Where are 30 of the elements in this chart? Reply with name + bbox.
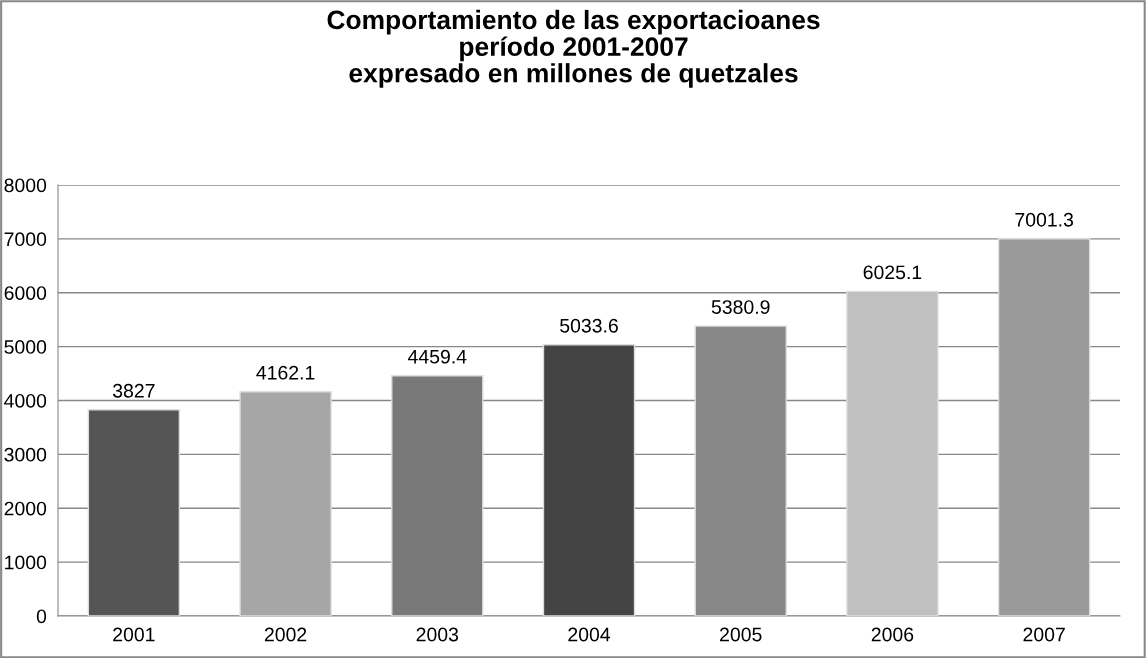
y-tick-label: 4000	[4, 393, 47, 408]
x-tick-label: 2004	[568, 627, 611, 642]
data-label: 4162.1	[256, 365, 315, 380]
y-tick-label: 0	[36, 609, 47, 624]
x-tick-label: 2005	[720, 627, 762, 642]
y-tick-label: 2000	[4, 501, 47, 516]
y-tick-label: 3000	[4, 447, 47, 462]
x-tick-label: 2006	[871, 627, 914, 642]
bar	[846, 290, 939, 616]
bar	[997, 238, 1091, 616]
y-tick-label: 1000	[5, 555, 47, 570]
x-tick-label: 2001	[113, 627, 155, 642]
x-tick-label: 2002	[264, 627, 307, 642]
bar	[87, 409, 181, 616]
y-tick-label: 5000	[4, 340, 47, 354]
data-label: 3827	[112, 383, 155, 398]
y-tick-label: 6000	[4, 286, 47, 300]
data-label: 4459.4	[408, 349, 467, 364]
data-label: 6025.1	[863, 265, 922, 280]
data-label: 7001.3	[1015, 212, 1074, 227]
x-tick-label: 2003	[416, 627, 459, 642]
y-tick-label: 8000	[4, 178, 47, 193]
bar	[542, 344, 636, 616]
chart-title: Comportamiento de las exportacioanes período 2001-2007 expresado en millones de quetzales	[327, 9, 820, 88]
x-tick-label: 2007	[1023, 627, 1065, 642]
data-label: 5380.9	[711, 300, 770, 314]
bar	[391, 375, 484, 616]
bar	[239, 391, 332, 616]
y-tick-label: 7000	[4, 232, 47, 247]
data-label: 5033.6	[560, 318, 618, 333]
